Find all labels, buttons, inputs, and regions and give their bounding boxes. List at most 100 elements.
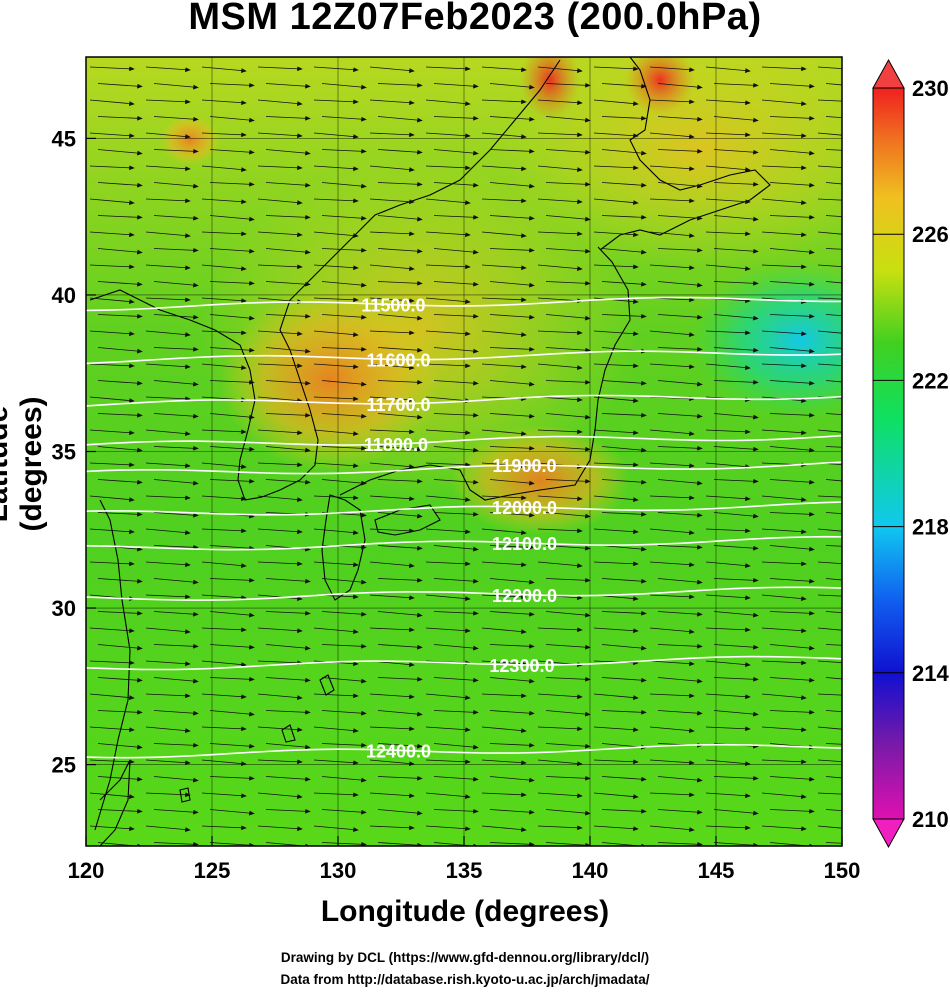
wind-arrow: [769, 545, 815, 552]
wind-arrow: [321, 148, 367, 154]
wind-arrow: [825, 545, 842, 547]
wind-arrow: [705, 66, 751, 73]
wind-arrow: [649, 264, 695, 271]
wind-arrow: [265, 808, 311, 814]
wind-arrow: [817, 429, 842, 433]
wind-arrow: [817, 198, 842, 201]
wind-arrow: [705, 693, 751, 700]
wind-arrow: [377, 446, 423, 452]
wind-arrow: [713, 842, 759, 846]
wind-arrow: [433, 214, 479, 220]
wind-arrow: [769, 479, 815, 485]
wind-arrow: [97, 248, 143, 255]
wind-arrow: [769, 610, 815, 616]
wind-arrow: [649, 429, 695, 436]
wind-arrow: [257, 495, 303, 502]
wind-arrow: [601, 149, 647, 156]
wind-arrow: [537, 66, 583, 73]
wind-arrow: [433, 412, 479, 418]
wind-arrow: [377, 512, 423, 519]
wind-arrow: [97, 412, 143, 418]
wind-arrow: [593, 396, 639, 403]
wind-arrow: [593, 528, 639, 535]
x-tick-label-150: 150: [824, 858, 861, 883]
wind-arrow: [201, 759, 247, 766]
wind-arrow: [761, 132, 807, 139]
x-tick-label-135: 135: [446, 858, 483, 883]
wind-arrow: [825, 677, 842, 680]
wind-arrow: [377, 347, 423, 353]
wind-arrow: [97, 479, 143, 485]
wind-arrow: [825, 281, 842, 284]
wind-arrow: [593, 165, 639, 171]
wind-arrow: [489, 116, 535, 122]
wind-arrow: [537, 759, 583, 766]
wind-arrow: [601, 644, 647, 651]
wind-arrow: [761, 330, 807, 337]
contour-label: 12300.0: [489, 656, 554, 676]
wind-arrow: [377, 809, 423, 816]
colorbar-label-210: 210: [912, 807, 949, 832]
wind-arrow: [817, 660, 842, 664]
wind-arrow: [713, 809, 759, 816]
wind-arrow: [825, 644, 842, 646]
wind-arrow: [425, 297, 471, 304]
wind-arrow: [153, 677, 199, 684]
wind-arrow: [545, 347, 591, 353]
wind-arrow: [313, 462, 359, 469]
wind-arrow: [545, 775, 591, 781]
y-axis-ticks: 25 30 35 40 45: [52, 126, 96, 778]
wind-arrow: [761, 429, 807, 436]
wind-arrow: [657, 83, 703, 90]
wind-arrow: [313, 759, 359, 766]
wind-arrow: [537, 693, 583, 700]
wind-arrow: [209, 611, 255, 618]
wind-arrow: [209, 577, 255, 583]
wind-arrow: [257, 462, 303, 468]
wind-arrow: [545, 149, 591, 155]
wind-arrow: [537, 825, 583, 831]
wind-arrow: [825, 743, 842, 745]
wind-arrow: [153, 148, 199, 154]
wind-arrow: [265, 248, 311, 255]
wind-arrow: [657, 380, 703, 387]
wind-arrow: [433, 248, 479, 255]
wind-arrow: [89, 693, 135, 700]
wind-arrow: [545, 512, 591, 519]
wind-arrow: [489, 346, 535, 352]
colorbar: 210 214 218 222 226 230: [872, 58, 949, 849]
wind-arrow: [593, 429, 639, 436]
wind-arrow: [649, 825, 695, 832]
wind-arrow: [265, 479, 311, 485]
wind-arrow: [489, 841, 535, 846]
wind-arrow: [705, 594, 751, 601]
wind-arrow: [209, 446, 255, 452]
wind-arrow: [817, 99, 842, 102]
wind-arrow: [593, 462, 639, 468]
wind-arrow: [321, 182, 367, 189]
wind-arrow: [481, 66, 527, 73]
wind-arrow: [313, 495, 359, 501]
x-tick-label-130: 130: [320, 858, 357, 883]
wind-arrow: [145, 792, 191, 798]
wind-arrow: [369, 759, 415, 766]
wind-arrow: [545, 743, 591, 749]
wind-arrow: [209, 248, 255, 254]
x-axis-ticks: 120 125 130 135 140 145 150: [68, 836, 861, 883]
wind-arrow: [209, 545, 255, 551]
wind-arrow: [481, 528, 527, 535]
y-tick-label-35: 35: [52, 440, 76, 465]
wind-arrow: [145, 627, 191, 634]
wind-arrow: [593, 759, 639, 765]
wind-arrow: [489, 742, 535, 748]
wind-arrow: [601, 412, 647, 418]
wind-arrow: [145, 693, 191, 699]
wind-arrow: [825, 446, 842, 448]
wind-arrow: [425, 66, 471, 72]
wind-arrow: [769, 248, 815, 255]
wind-arrow: [489, 182, 535, 189]
contour-label: 11800.0: [364, 435, 428, 455]
wind-arrow: [209, 478, 255, 484]
wind-arrow: [489, 148, 535, 154]
